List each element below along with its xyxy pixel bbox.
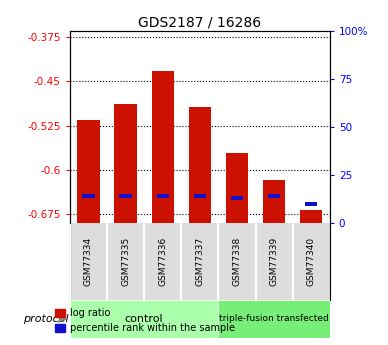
Text: GSM77340: GSM77340 [307, 237, 316, 286]
Bar [156, 194, 169, 198]
Bar [189, 107, 211, 223]
Bar [268, 194, 280, 198]
Text: GSM77337: GSM77337 [195, 237, 204, 286]
Text: control: control [125, 314, 163, 324]
Bar [263, 180, 285, 223]
Bar [82, 194, 95, 198]
Bar [152, 71, 174, 223]
Bar [194, 194, 206, 198]
Bar [120, 194, 132, 198]
Bar [218, 300, 330, 338]
Text: GSM77335: GSM77335 [121, 237, 130, 286]
Text: GSM77336: GSM77336 [158, 237, 167, 286]
Bar [226, 153, 248, 223]
Text: GSM77334: GSM77334 [84, 237, 93, 286]
Text: GSM77339: GSM77339 [270, 237, 279, 286]
Text: GSM77338: GSM77338 [232, 237, 241, 286]
Title: GDS2187 / 16286: GDS2187 / 16286 [138, 16, 262, 30]
Bar [70, 300, 218, 338]
Bar [305, 202, 317, 206]
Text: protocol: protocol [23, 314, 69, 324]
Bar [77, 120, 100, 223]
Bar [300, 210, 322, 223]
Bar [231, 196, 243, 200]
Text: triple-fusion transfected: triple-fusion transfected [219, 314, 329, 323]
Bar [114, 104, 137, 223]
Legend: log ratio, percentile rank within the sample: log ratio, percentile rank within the sa… [55, 308, 235, 333]
